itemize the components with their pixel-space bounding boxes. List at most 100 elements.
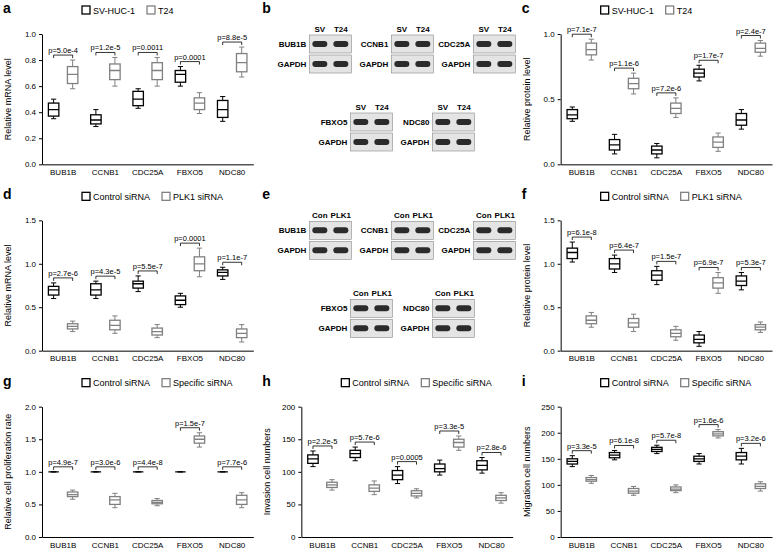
panel-label: e	[262, 186, 270, 202]
y-tick-label: 0.5	[544, 95, 556, 104]
whisker-cap	[673, 484, 678, 485]
box	[713, 133, 723, 151]
whisker-cap	[739, 109, 744, 110]
bracket	[223, 467, 242, 470]
x-tick-label: NDC80	[738, 354, 765, 363]
legend-label: T24	[677, 6, 693, 16]
box	[175, 293, 185, 307]
legend-swatch	[82, 192, 90, 200]
plot: 050100150200BUB1BCCNB1CDC25AFBXO5NDC80p=…	[282, 403, 513, 550]
box-body	[236, 329, 246, 338]
band	[312, 247, 327, 253]
whisker-cap	[739, 464, 744, 465]
box	[48, 471, 58, 472]
whisker-cap	[93, 126, 98, 127]
y-tick-mark	[558, 164, 561, 165]
whisker-cap	[612, 272, 617, 273]
blot-image	[391, 241, 433, 259]
band	[312, 227, 327, 233]
box-body	[194, 436, 204, 443]
box	[194, 433, 204, 447]
plot: 0.00.51.01.5BUB1BCCNB1CDC25AFBXO5NDC80p=…	[544, 216, 773, 363]
box	[152, 325, 162, 338]
x-tick: FBXO5	[695, 541, 722, 550]
box	[652, 445, 662, 453]
lane-label: Con	[435, 289, 451, 298]
legend: Control siRNAPLK1 siRNA	[82, 192, 223, 202]
median	[567, 114, 577, 115]
whisker-cap	[155, 498, 160, 499]
x-tick: CCNB1	[92, 168, 120, 177]
y-tick-label: 150	[541, 455, 555, 464]
whisker-cap	[51, 282, 56, 283]
legend-item: Specific siRNA	[162, 378, 233, 388]
marks	[48, 248, 247, 342]
blot: SVT24BUB1BGAPDH	[277, 25, 351, 73]
box	[67, 60, 77, 89]
bracket	[96, 52, 115, 55]
whisker-cap	[220, 121, 225, 122]
y-tick: 100	[282, 468, 301, 477]
box	[736, 110, 746, 130]
y-tick: 0.2	[25, 134, 42, 143]
median	[152, 70, 162, 71]
legend-swatch	[681, 192, 689, 200]
bracket	[615, 445, 634, 448]
x-tick-label: CDC25A	[132, 541, 164, 550]
bracket	[440, 431, 459, 434]
x-tick-label: FBXO5	[177, 354, 204, 363]
box	[133, 471, 143, 472]
blot-image	[350, 319, 392, 337]
p-value: p=1.6e-6	[694, 416, 724, 425]
legend-swatch	[601, 379, 609, 387]
legend-swatch	[601, 6, 609, 14]
legend-item: Control siRNA	[82, 192, 150, 202]
band	[415, 61, 430, 67]
box	[435, 460, 445, 475]
box-body	[736, 114, 746, 126]
blot-label: CCNB1	[361, 226, 389, 235]
y-tick: 0.5	[544, 303, 561, 312]
median	[194, 102, 204, 103]
whisker-cap	[197, 447, 202, 448]
y-tick-label: 0.6	[25, 82, 37, 91]
bracket	[138, 467, 157, 470]
annotations: p=2.7e-6p=4.3e-5p=5.5e-7p=0.0001p=1.1e-7	[48, 234, 247, 281]
median	[736, 456, 746, 457]
whisker-cap	[70, 499, 75, 500]
p-value: p=0.0001	[174, 53, 206, 62]
box	[671, 485, 681, 493]
box-body	[175, 70, 185, 82]
y-tick: 1.0	[25, 260, 42, 269]
whisker-cap	[70, 60, 75, 61]
y-tick: 100	[541, 481, 560, 490]
whisker-cap	[112, 493, 117, 494]
box-body	[628, 319, 638, 328]
x-tick-label: FBXO5	[695, 354, 722, 363]
x-tick-label: NDC80	[738, 168, 765, 177]
legend: Control siRNASpecific siRNA	[341, 378, 492, 388]
x-tick-label: CCNB1	[92, 168, 120, 177]
whisker-cap	[631, 486, 636, 487]
p-value: p=2.4e-7	[736, 27, 766, 36]
box-body	[609, 259, 619, 269]
whisker-cap	[631, 93, 636, 94]
y-axis-title: Relative mRNA level	[3, 244, 13, 326]
y-tick-mark	[558, 99, 561, 100]
blot-image	[309, 55, 351, 73]
whisker-cap	[112, 315, 117, 316]
x-tick: CDC25A	[651, 168, 683, 177]
x-tick: CCNB1	[92, 541, 120, 550]
box	[217, 97, 227, 122]
x-axis: BUB1BCCNB1CDC25AFBXO5NDC80	[43, 351, 254, 363]
legend-label: Control siRNA	[93, 192, 150, 202]
bracket	[657, 93, 676, 96]
y-tick-label: 0.0	[25, 533, 37, 542]
box-body	[133, 281, 143, 288]
y-tick-label: 1.0	[544, 30, 556, 39]
y-tick: 200	[541, 429, 560, 438]
bracket	[572, 237, 591, 240]
blot-image	[432, 299, 474, 317]
y-axis-title: Relative protein level	[522, 244, 532, 328]
box	[350, 447, 360, 461]
